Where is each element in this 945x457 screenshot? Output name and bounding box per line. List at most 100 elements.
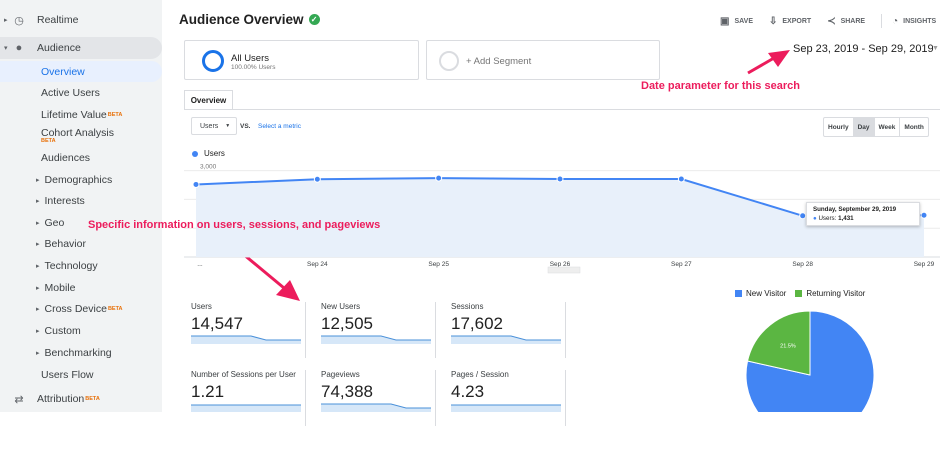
caret-right-icon: ▸ (36, 285, 40, 292)
sidebar-item-label: Mobile (44, 282, 76, 294)
x-tick-label: Sep 29 (914, 261, 935, 268)
legend-swatch-returning (795, 290, 803, 297)
metric-users[interactable]: Users 14,547 (184, 302, 306, 358)
caret-down-icon: ▾ (4, 45, 8, 52)
sidebar-item-lifetime-value[interactable]: Lifetime Value BETA (0, 105, 162, 125)
metric-value: 1.21 (191, 382, 225, 401)
share-label: SHARE (840, 17, 866, 25)
sidebar-item-label: Active Users (41, 87, 100, 99)
granularity-week-button[interactable]: Week (875, 118, 901, 136)
sidebar-item-label: Users Flow (41, 369, 94, 381)
metric-value: 74,388 (321, 382, 373, 401)
segment-all-users[interactable]: All Users 100.00% Users (184, 40, 419, 80)
pie-slice-new-visitor[interactable] (745, 310, 875, 412)
legend-label: Users (204, 149, 225, 158)
legend-dot (192, 150, 198, 157)
x-tick-label: Sep 25 (428, 261, 449, 268)
metric-value: 4.23 (451, 382, 485, 401)
sidebar-item-benchmarking[interactable]: ▸ Benchmarking (0, 343, 162, 363)
chevron-down-icon[interactable]: ▼ (932, 45, 939, 52)
sidebar-item-demographics[interactable]: ▸ Demographics (0, 170, 162, 190)
metric-sessions[interactable]: Sessions 17,602 (444, 302, 566, 358)
page-title: Audience Overview ✓ (179, 12, 320, 27)
metric-label: Sessions (451, 302, 484, 311)
caret-right-icon: ▸ (36, 220, 40, 227)
sidebar-item-label: Overview (41, 65, 85, 78)
sidebar-item-cohort-analysis[interactable]: Cohort Analysis (0, 123, 162, 143)
metric-select[interactable]: Users ▼ (191, 117, 237, 135)
granularity-month-button[interactable]: Month (904, 123, 924, 131)
metric-sessions-per-user[interactable]: Number of Sessions per User 1.21 (184, 370, 306, 426)
beta-badge: BETA (107, 306, 123, 312)
metric-divider (435, 370, 436, 426)
sidebar-item-attribution[interactable]: ⇄ Attribution BETA (0, 389, 162, 409)
share-button[interactable]: ≺ SHARE (827, 16, 865, 27)
metric-pageviews[interactable]: Pageviews 74,388 (314, 370, 436, 426)
add-segment-button[interactable]: + Add Segment (426, 40, 660, 80)
segment-circle-icon (202, 50, 224, 72)
x-tick-label: Sep 27 (671, 261, 692, 268)
data-point-sep-28 (799, 212, 807, 220)
tab-overview[interactable]: Overview (184, 90, 233, 110)
sidebar-item-behavior[interactable]: ▸ Behavior (0, 234, 162, 254)
metric-pages-per-session[interactable]: Pages / Session 4.23 (444, 370, 566, 426)
metric-new-users[interactable]: New Users 12,505 (314, 302, 436, 358)
metric-divider (565, 302, 566, 358)
sidebar-item-geo[interactable]: ▸ Geo (0, 213, 162, 233)
save-button[interactable]: ▣ SAVE (720, 16, 753, 27)
sparkline (191, 335, 301, 344)
save-icon: ▣ (720, 15, 730, 27)
insights-button[interactable]: ◔ INSIGHTS (892, 16, 936, 27)
select-metric-link[interactable]: Select a metric (258, 123, 301, 130)
sidebar-item-realtime[interactable]: ▸ ◷ Realtime (0, 10, 162, 30)
pie-slice-returning-visitor[interactable] (746, 310, 811, 376)
sidebar-item-custom[interactable]: ▸ Custom (0, 321, 162, 341)
annotation-metrics: Specific information on users, sessions,… (88, 219, 381, 231)
sidebar-item-active-users[interactable]: Active Users (0, 83, 162, 103)
metric-divider (305, 370, 306, 426)
caret-right-icon: ▸ (36, 177, 40, 184)
sidebar-item-audience[interactable]: ▾ ● Audience (0, 37, 162, 59)
annotation-date: Date parameter for this search (641, 80, 800, 92)
chevron-down-icon: ▼ (225, 123, 231, 129)
tooltip-value-number: 1,431 (838, 215, 854, 222)
sidebar-item-audiences[interactable]: Audiences (0, 148, 162, 168)
sidebar-item-cross-device[interactable]: ▸ Cross Device BETA (0, 299, 162, 319)
granularity-day-button[interactable]: Day (853, 118, 875, 136)
beta-badge: BETA (41, 138, 56, 144)
sidebar-item-technology[interactable]: ▸ Technology (0, 256, 162, 276)
sidebar-item-label: Demographics (44, 174, 113, 186)
caret-right-icon: ▸ (36, 198, 40, 205)
granularity-hourly-button[interactable]: Hourly (824, 118, 854, 136)
sidebar-item-label: Interests (44, 195, 85, 207)
toolbar: ▣ SAVE ⇩ EXPORT ≺ SHARE ◔ INSIGHTS (720, 14, 936, 28)
pie-chart: 21.5% (745, 310, 875, 412)
vs-label: VS. (240, 123, 251, 130)
sidebar-item-mobile[interactable]: ▸ Mobile (0, 278, 162, 298)
data-point-sep-27 (677, 175, 685, 183)
segment-name: All Users (231, 53, 270, 64)
caret-right-icon: ▸ (36, 350, 40, 357)
pie-legend: New Visitor Returning Visitor (735, 289, 865, 298)
add-segment-label: + Add Segment (466, 56, 532, 67)
sidebar-item-label: Audience (37, 42, 81, 54)
person-icon: ● (15, 42, 23, 54)
page-title-text: Audience Overview (179, 12, 304, 27)
share-icon: ≺ (827, 15, 836, 27)
attribution-icon: ⇄ (14, 393, 24, 406)
sidebar: ▸ ◷ Realtime ▾ ● Audience Overview Activ… (0, 0, 162, 412)
export-button[interactable]: ⇩ EXPORT (769, 16, 811, 27)
date-range-picker[interactable]: Sep 23, 2019 - Sep 29, 2019 (793, 43, 934, 55)
sidebar-item-interests[interactable]: ▸ Interests (0, 191, 162, 211)
metric-label: Number of Sessions per User (191, 370, 296, 379)
export-label: EXPORT (782, 17, 812, 25)
data-point-sep-26 (556, 175, 564, 183)
legend-label-returning: Returning Visitor (806, 289, 866, 298)
sidebar-item-overview[interactable]: Overview (0, 61, 162, 82)
metric-select-value: Users (200, 122, 219, 130)
sidebar-item-label: Custom (44, 325, 81, 337)
sidebar-item-users-flow[interactable]: Users Flow (0, 365, 162, 385)
sidebar-item-label: Behavior (44, 238, 86, 250)
